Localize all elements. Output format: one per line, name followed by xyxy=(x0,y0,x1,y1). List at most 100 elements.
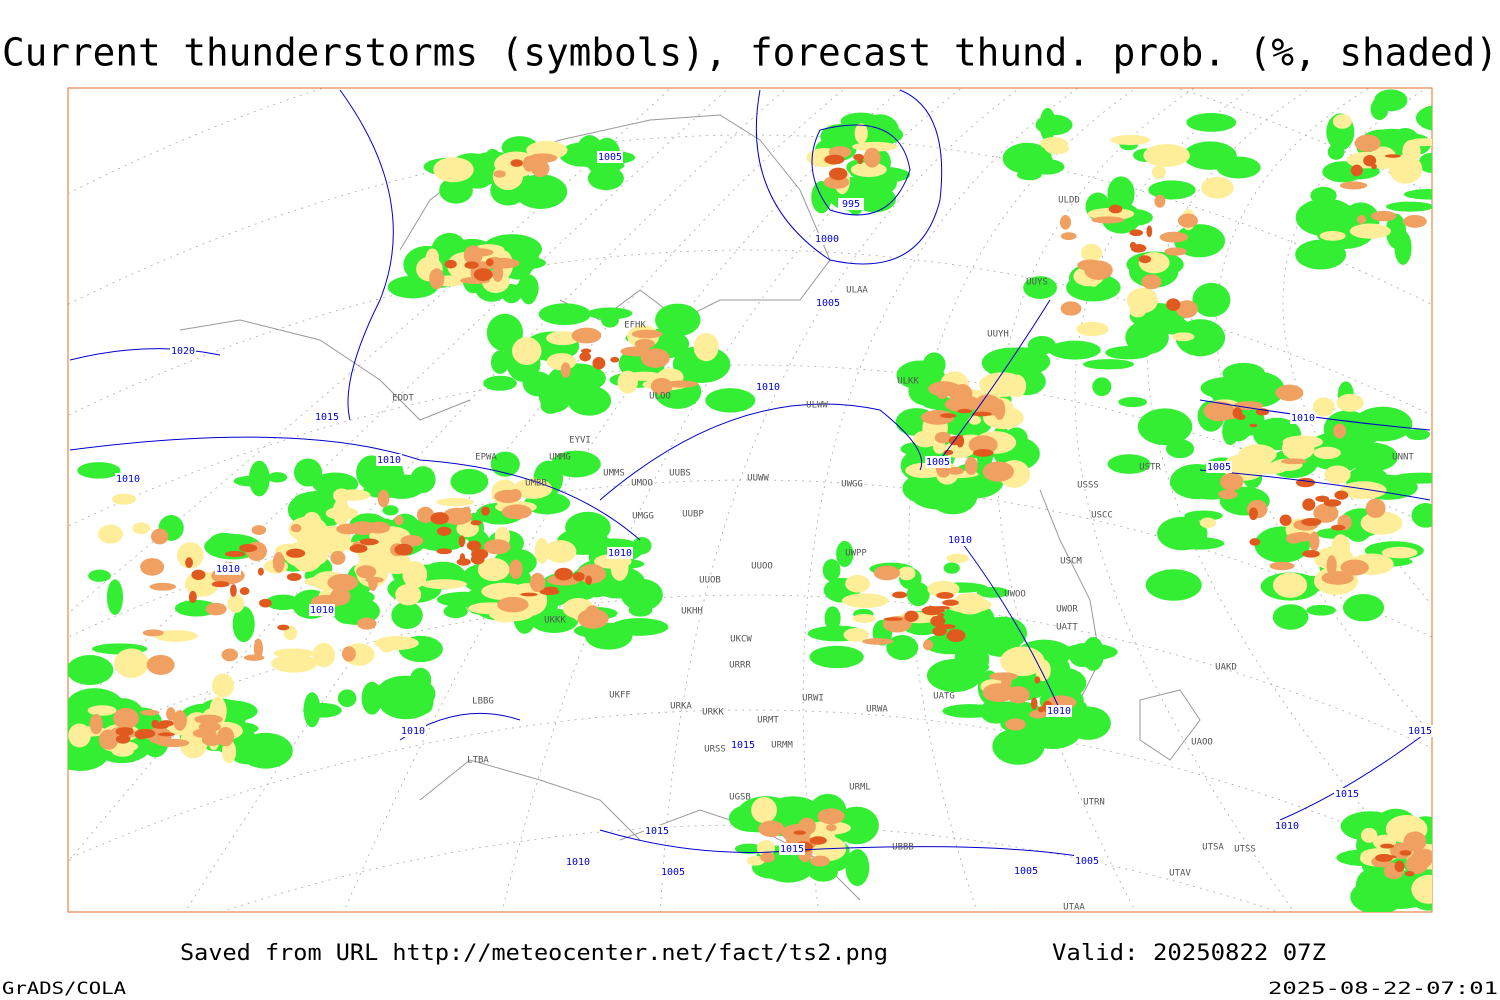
prob-shade xyxy=(1148,180,1196,200)
prob-shade xyxy=(366,521,391,534)
prob-shade xyxy=(132,522,151,535)
prob-shade xyxy=(472,549,482,561)
station-code: UATG xyxy=(933,692,955,702)
prob-shade xyxy=(546,331,581,346)
prob-shade xyxy=(1199,517,1217,529)
prob-shade xyxy=(937,387,948,400)
station-code: UNNT xyxy=(1392,453,1414,463)
prob-shade xyxy=(1172,332,1195,342)
prob-shade xyxy=(1295,477,1316,488)
prob-shade xyxy=(374,636,419,651)
prob-shade xyxy=(650,377,673,395)
prob-shade xyxy=(927,580,960,598)
prob-shade xyxy=(993,399,1006,420)
isobar-label-bg xyxy=(755,381,781,393)
prob-shade xyxy=(1280,458,1307,465)
prob-shade xyxy=(585,622,633,650)
station-code: USSS xyxy=(1077,481,1099,491)
prob-shade xyxy=(1129,241,1137,249)
prob-shade xyxy=(1201,176,1234,199)
prob-shade xyxy=(1315,495,1330,502)
isobar-label-bg xyxy=(376,454,402,466)
station-code: URMT xyxy=(757,716,779,726)
graticule xyxy=(660,88,1021,912)
graticule xyxy=(68,364,1432,527)
prob-shade xyxy=(267,472,288,483)
prob-shade xyxy=(501,504,532,520)
prob-shade xyxy=(1339,181,1368,190)
prob-shade xyxy=(1091,216,1125,224)
prob-shade xyxy=(1175,537,1225,550)
prob-shade xyxy=(809,645,864,669)
prob-shade xyxy=(822,558,841,582)
station-code: USCM xyxy=(1060,557,1082,567)
prob-shade xyxy=(1110,134,1150,146)
station-code: UATT xyxy=(1056,623,1078,633)
prob-shade xyxy=(746,855,765,866)
prob-shade xyxy=(852,613,876,623)
prob-shade xyxy=(115,727,134,736)
prob-shade xyxy=(265,594,301,610)
prob-shade xyxy=(1269,561,1295,571)
isobar-label-bg xyxy=(644,825,670,837)
isobar-label: 1010 xyxy=(401,726,425,737)
prob-shade xyxy=(1272,604,1309,630)
prob-shade xyxy=(809,836,827,845)
station-code: UWPP xyxy=(845,549,867,559)
prob-shade xyxy=(824,606,841,631)
prob-shade xyxy=(461,506,472,515)
prob-shade xyxy=(381,552,412,575)
prob-shade xyxy=(937,613,945,618)
prob-shade xyxy=(1159,231,1189,243)
prob-shade xyxy=(1248,507,1258,521)
isobar-label-bg xyxy=(309,604,335,616)
prob-shade xyxy=(1222,417,1239,446)
prob-shade xyxy=(861,114,900,149)
isobar-label: 1010 xyxy=(1275,821,1299,832)
prob-shade xyxy=(873,565,901,581)
station-code: URSS xyxy=(704,745,726,755)
isobar xyxy=(1199,399,1431,431)
prob-shade xyxy=(1301,517,1322,527)
prob-shade xyxy=(149,582,177,591)
prob-shade xyxy=(1105,346,1152,360)
prob-shade xyxy=(798,817,816,835)
prob-shade xyxy=(394,515,404,526)
prob-shade xyxy=(1324,465,1351,485)
isobar-label-bg xyxy=(1334,788,1360,800)
prob-shade xyxy=(188,590,197,603)
prob-shade xyxy=(936,592,954,599)
isobar xyxy=(599,403,923,501)
isobar-label: 1015 xyxy=(780,844,804,855)
prob-shade xyxy=(1186,112,1237,132)
station-code: UWOR xyxy=(1056,605,1078,615)
isobar-label: 1005 xyxy=(1075,856,1099,867)
prob-shade xyxy=(1183,141,1237,170)
prob-shade xyxy=(444,259,457,269)
prob-shade xyxy=(473,268,493,281)
prob-shade xyxy=(1353,406,1413,442)
prob-shade xyxy=(892,591,908,599)
prob-shade xyxy=(391,601,423,629)
isobar-label: 1005 xyxy=(926,457,950,468)
prob-shade xyxy=(1118,396,1148,408)
prob-shade xyxy=(88,569,111,582)
graticule xyxy=(1074,88,1295,912)
prob-shade xyxy=(1184,510,1223,521)
prob-shade xyxy=(290,524,302,533)
prob-shade xyxy=(394,543,413,556)
prob-shade xyxy=(464,248,494,257)
isobar-label-bg xyxy=(925,456,951,468)
prob-shade xyxy=(1403,831,1427,852)
prob-shade xyxy=(208,532,241,555)
isobar-label-bg xyxy=(814,233,840,245)
prob-shade xyxy=(1313,503,1339,523)
prob-shade xyxy=(166,707,176,721)
isobar-label-bg xyxy=(597,151,623,163)
prob-shade xyxy=(1107,454,1151,474)
prob-shade xyxy=(957,408,973,414)
prob-shade xyxy=(1249,423,1258,428)
prob-shade xyxy=(1273,572,1308,598)
prob-shade xyxy=(1331,534,1351,561)
prob-shade xyxy=(973,449,994,457)
